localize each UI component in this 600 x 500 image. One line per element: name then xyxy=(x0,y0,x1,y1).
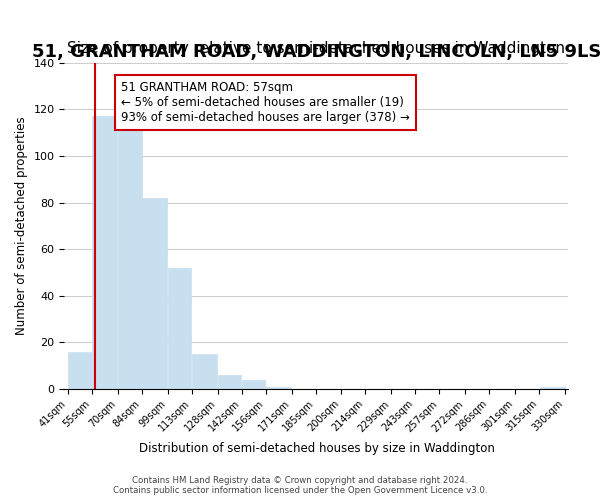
Bar xyxy=(168,268,191,389)
Text: 51 GRANTHAM ROAD: 57sqm
← 5% of semi-detached houses are smaller (19)
93% of sem: 51 GRANTHAM ROAD: 57sqm ← 5% of semi-det… xyxy=(121,82,410,124)
Bar xyxy=(192,354,217,389)
Bar xyxy=(118,121,142,389)
Text: Contains HM Land Registry data © Crown copyright and database right 2024.
Contai: Contains HM Land Registry data © Crown c… xyxy=(113,476,487,495)
Bar xyxy=(539,386,565,389)
Bar xyxy=(218,375,241,389)
Title: 51, GRANTHAM ROAD, WADDINGTON, LINCOLN, LN5 9LS: 51, GRANTHAM ROAD, WADDINGTON, LINCOLN, … xyxy=(32,43,600,61)
X-axis label: Distribution of semi-detached houses by size in Waddington: Distribution of semi-detached houses by … xyxy=(139,442,494,455)
Bar xyxy=(92,116,118,389)
Bar xyxy=(142,198,167,389)
Text: Size of property relative to semi-detached houses in Waddington: Size of property relative to semi-detach… xyxy=(67,41,565,56)
Bar xyxy=(242,380,265,389)
Bar xyxy=(68,352,92,389)
Bar xyxy=(266,386,291,389)
Y-axis label: Number of semi-detached properties: Number of semi-detached properties xyxy=(15,116,28,335)
